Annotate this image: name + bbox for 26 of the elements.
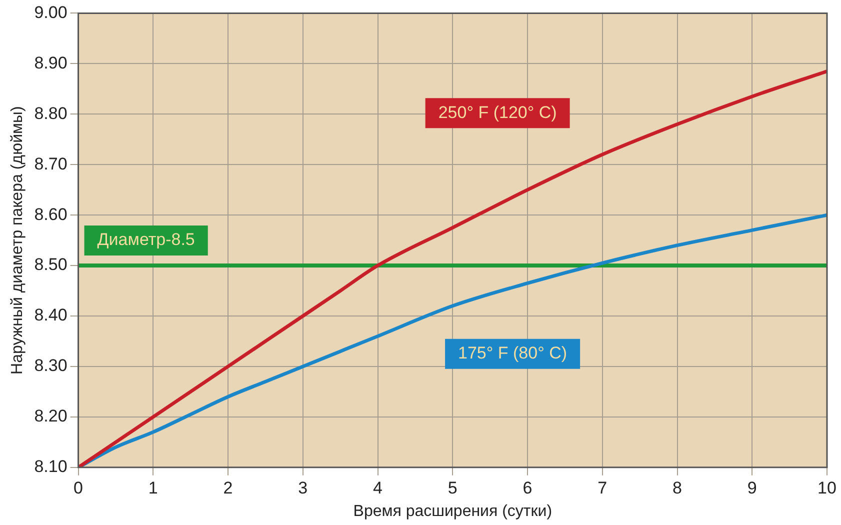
y-tick-label: 8.30 [34, 356, 68, 376]
x-tick-label: 3 [298, 478, 308, 498]
x-tick-label: 0 [74, 478, 84, 498]
y-tick-label: 8.80 [34, 104, 68, 123]
y-tick-label: 8.90 [34, 53, 68, 72]
y-tick-label: 8.50 [34, 255, 68, 274]
y-axis-title: Наружный диаметр пакера (дюймы) [9, 106, 26, 374]
x-tick-label: 4 [373, 478, 383, 498]
y-tick-label: 8.20 [34, 406, 68, 426]
x-tick-label: 5 [448, 478, 458, 498]
x-tick-label: 10 [818, 478, 836, 498]
y-tick-label: 8.60 [34, 204, 68, 224]
x-tick-label: 7 [598, 478, 608, 498]
y-tick-label: 8.70 [34, 154, 68, 174]
y-tick-label: 8.40 [34, 306, 68, 325]
x-tick-label: 6 [522, 478, 532, 498]
y-tick-label: 9.00 [34, 2, 68, 22]
x-tick-label: 8 [672, 478, 682, 498]
text: 175° F (80° C) [458, 344, 568, 363]
x-tick-label: 2 [223, 478, 233, 498]
x-tick-label: 1 [148, 478, 158, 498]
ref-line-label: Диаметр-8.5 [97, 230, 195, 250]
y-tick-label: 8.10 [34, 457, 68, 476]
x-tick-label: 9 [747, 478, 757, 498]
text: 250° F (120° C) [438, 102, 557, 122]
x-axis-title: Время расширения (сутки) [353, 502, 552, 520]
